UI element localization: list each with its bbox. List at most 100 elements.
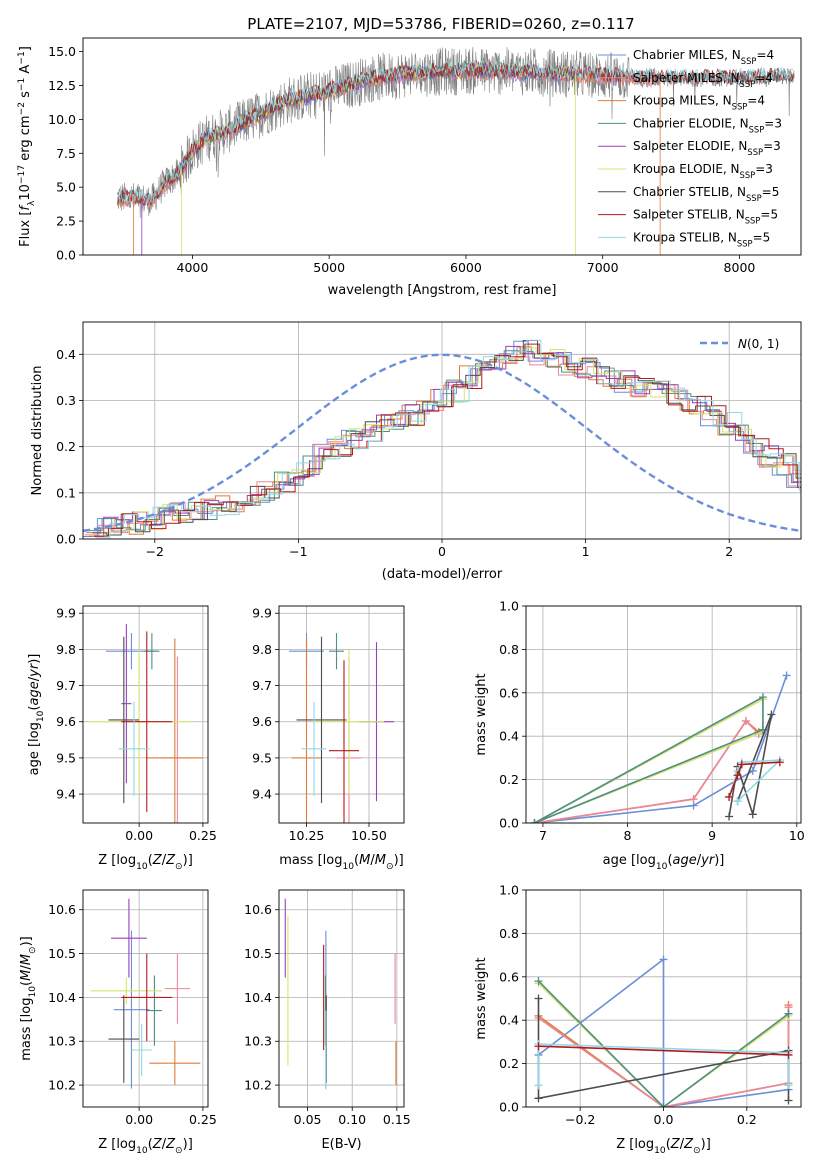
histogram-step-line [83,340,801,537]
weight-line [538,957,789,1107]
plot-area [289,633,394,823]
y-axis-label: mass weight [474,673,489,755]
weight-marker [758,693,767,702]
legend-label: Kroupa MILES, NSSP=4 [633,94,765,112]
y-tick-label: 0.2 [499,1056,519,1071]
weight-marker [737,760,746,769]
y-tick-label: 15.0 [48,44,76,59]
axes-frame [82,321,802,540]
x-tick-label: 0.05 [294,1112,322,1127]
x-tick-label: 7000 [587,260,619,275]
x-tick-label: 7 [539,828,547,843]
weight-marker [659,1103,668,1107]
x-axis-label: Z [log10(Z/Z⊙)] [98,853,193,872]
x-tick-label: 0.0 [654,1112,674,1127]
y-tick-label: 0.0 [499,1100,519,1115]
axes-frame [82,605,209,824]
x-tick-label: 10.25 [289,828,325,843]
weight-marker [725,792,734,801]
weight-marker [689,795,698,804]
weight-line [537,980,789,1107]
weight-marker [733,797,742,806]
y-tick-label: 10.4 [244,990,272,1005]
weight-marker [659,955,668,964]
ebv-vs-mass-panel: 0.05 0.10 0.15 10.2 10.3 10.4 10.5 10.6 E(B-V) [244,889,411,1152]
x-tick-label: 8 [624,828,632,843]
legend-label: Salpeter MILES, NSSP=4 [633,71,773,89]
z-vs-age-panel: 0.00 0.25 9.4 9.5 9.6 9.7 9.8 9.9 Z [log10(Z/Z⊙)… [27,605,217,872]
histogram-step-line [94,343,801,537]
y-tick-label: 10.2 [48,1078,76,1093]
y-tick-label: 5.0 [56,180,76,195]
weight-line [534,719,760,823]
x-tick-label: 2 [725,544,733,559]
weight-marker [725,812,734,821]
weight-marker [784,1009,793,1018]
y-tick-label: 0.0 [56,248,76,263]
x-tick-label: 0.00 [125,828,153,843]
legend-label: Salpeter ELODIE, NSSP=3 [633,139,781,157]
histogram-step-line [95,339,801,539]
y-tick-label: 9.9 [56,606,76,621]
y-tick-label: 10.6 [48,902,76,917]
y-tick-label: 0.4 [499,1013,519,1028]
x-tick-label: 10 [789,828,805,843]
y-tick-label: 0.0 [56,532,76,547]
x-axis-label: Z [log10(Z/Z⊙)] [98,1137,193,1156]
x-axis-label: (data-model)/error [382,567,503,582]
y-tick-label: 12.5 [48,78,76,93]
z-vs-weight-panel: −0.2 0.0 0.2 0.0 0.2 0.4 0.6 0.8 1.0 Z [log10(Z/Z… [474,883,802,1156]
model-spectrum-line [116,60,794,204]
weight-marker [782,671,791,680]
x-tick-label: 0.25 [189,828,217,843]
weight-marker [775,758,784,767]
weight-marker [733,771,742,780]
y-tick-label: 9.7 [56,678,76,693]
y-tick-label: 10.3 [244,1034,272,1049]
y-tick-label: 2.5 [56,214,76,229]
plot-area [116,46,795,255]
figure-title: PLATE=2107, MJD=53786, FIBERID=0260, z=0… [247,15,634,33]
y-tick-label: 1.0 [499,883,519,898]
plot-area [90,898,201,1089]
histogram-step-line [89,345,801,537]
y-axis-label: Flux [fλ10−17 erg cm−2 s−1 A−1] [17,46,37,247]
x-tick-label: 1 [582,544,590,559]
y-tick-label: 0.4 [499,729,519,744]
legend-label: Kroupa ELODIE, NSSP=3 [633,162,773,180]
weight-line [728,761,780,798]
weight-marker [534,994,543,1003]
y-tick-label: 9.5 [56,750,76,765]
legend-label: Chabrier MILES, NSSP=4 [633,48,774,66]
y-tick-label: 0.0 [499,816,519,831]
weight-marker [530,819,539,823]
x-axis-label: age [log10(age/yr)] [603,853,725,872]
x-tick-label: 0 [438,544,446,559]
y-tick-label: 10.2 [244,1078,272,1093]
y-tick-label: 1.0 [499,599,519,614]
y-tick-label: 0.2 [499,772,519,787]
legend-label: N(0, 1) [738,337,779,351]
y-tick-label: 0.6 [499,969,519,984]
weight-marker [534,1094,543,1103]
y-tick-label: 10.3 [48,1034,76,1049]
histogram-step-line [84,352,801,536]
y-tick-label: 9.5 [252,750,272,765]
weight-marker [784,1096,793,1105]
weight-line [538,1007,790,1107]
y-tick-label: 9.9 [252,606,272,621]
y-tick-label: 10.5 [244,946,272,961]
weight-line [538,1045,789,1056]
plot-area [284,898,397,1090]
axes-frame [82,37,802,256]
x-tick-label: 6000 [450,260,482,275]
x-tick-label: 0.15 [383,1112,411,1127]
legend-label: Kroupa STELIB, NSSP=5 [633,230,770,248]
x-tick-label: 4000 [177,260,209,275]
weight-marker [534,1081,543,1090]
y-tick-label: 0.8 [499,926,519,941]
histogram-step-line [92,340,801,536]
y-tick-label: 10.6 [244,902,272,917]
age-vs-weight-panel: 7 8 9 10 0.0 0.2 0.4 0.6 0.8 1.0 age [log10(age/yr… [474,599,805,873]
